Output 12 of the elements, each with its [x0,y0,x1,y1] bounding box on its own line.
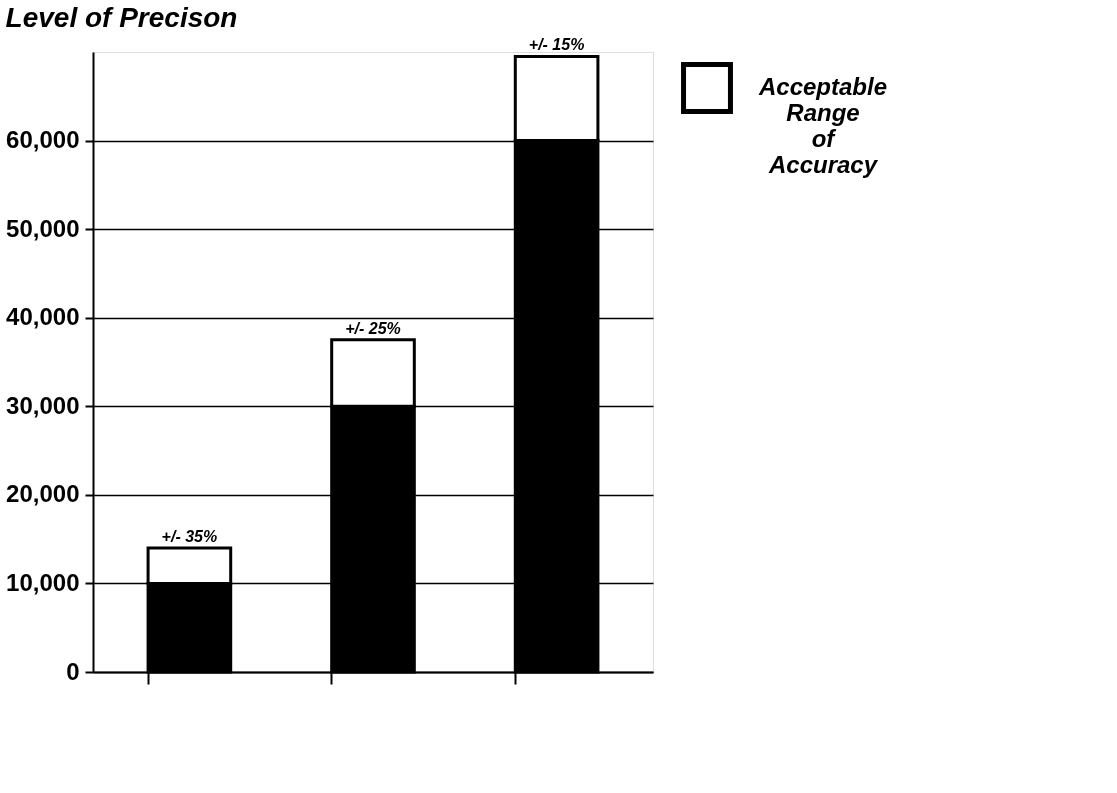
annotation: +/- 35% [161,528,218,545]
y-tick-label: 50,000 [6,214,80,242]
legend-label: Acceptable Range of Accuracy [757,73,888,178]
y-tick-label: 60,000 [6,126,80,154]
y-tick-label: 20,000 [6,480,80,508]
y-tick-label: 40,000 [6,303,80,331]
y-tick-label: 30,000 [6,391,80,419]
annotation: +/- 15% [528,36,585,54]
annotation: +/- 25% [345,319,401,337]
chart-title: Level of Precison [5,2,238,34]
y-tick-label: 0 [66,657,80,685]
y-tick-label: 10,000 [6,568,80,596]
